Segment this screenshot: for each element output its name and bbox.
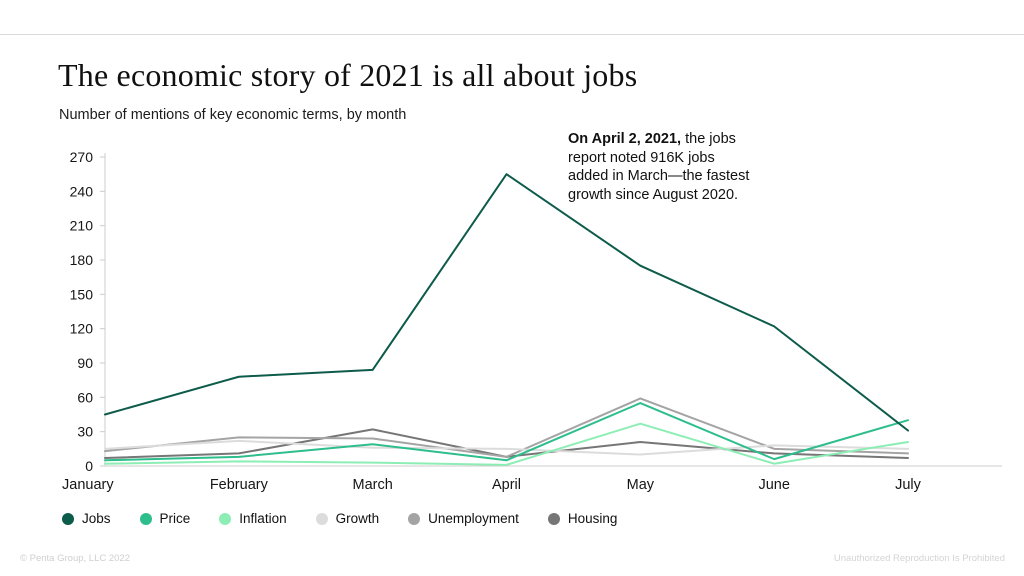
legend-label: Jobs	[82, 511, 111, 526]
annotation-bold: On April 2, 2021,	[568, 131, 682, 147]
series-line-price	[104, 402, 909, 462]
legend-item-unemployment: Unemployment	[408, 511, 519, 526]
legend-dot-icon	[219, 512, 232, 525]
y-tick-label: 60	[77, 389, 93, 405]
legend-item-housing: Housing	[547, 511, 618, 526]
legend-dot-icon	[62, 512, 74, 525]
legend-label: Price	[159, 511, 191, 526]
legend-label: Growth	[335, 511, 380, 526]
y-tick-label: 90	[77, 355, 93, 371]
y-tick-label: 0	[85, 458, 93, 474]
y-tick-label: 30	[77, 424, 93, 440]
y-tick-label: 240	[70, 183, 94, 199]
legend-dot-icon	[139, 512, 152, 525]
y-tick-label: 120	[70, 321, 94, 337]
x-tick-label: March	[353, 477, 393, 493]
footer-copyright: © Penta Group, LLC 2022	[20, 553, 130, 564]
chart-legend: Jobs Price Inflation Growth Unemployment Hous…	[62, 511, 617, 526]
series-line-jobs	[104, 173, 909, 432]
legend-item-price: Price	[139, 511, 191, 526]
page-subtitle: Number of mentions of key economic terms…	[59, 107, 407, 123]
y-tick-label: 270	[70, 149, 94, 165]
y-tick-label: 150	[70, 286, 94, 302]
x-tick-label: May	[627, 477, 655, 493]
x-tick-label: February	[210, 477, 269, 493]
x-tick-label: January	[62, 477, 114, 493]
series-line-unemployment	[104, 397, 909, 458]
x-tick-label: June	[758, 477, 789, 493]
legend-item-jobs: Jobs	[62, 511, 111, 526]
series-line-inflation	[104, 422, 909, 466]
chart-annotation: On April 2, 2021, the jobs report noted …	[568, 130, 754, 204]
legend-label: Inflation	[239, 511, 287, 526]
series-line-housing	[104, 428, 909, 459]
page-title: The economic story of 2021 is all about …	[58, 57, 638, 93]
series-line-growth	[104, 439, 909, 456]
y-tick-label: 210	[70, 218, 94, 234]
legend-item-growth: Growth	[315, 511, 380, 526]
legend-item-inflation: Inflation	[219, 511, 287, 526]
x-tick-label: July	[895, 477, 922, 493]
legend-label: Housing	[567, 511, 618, 526]
top-divider	[0, 34, 1024, 35]
legend-dot-icon	[547, 512, 560, 525]
legend-label: Unemployment	[428, 511, 519, 526]
y-tick-label: 180	[70, 252, 94, 268]
annotation-text: the jobs report noted 916K jobs added in…	[568, 131, 750, 203]
legend-dot-icon	[315, 512, 328, 525]
x-tick-label: April	[492, 477, 521, 493]
footer-notice: Unauthorized Reproduction Is Prohibited	[833, 553, 1005, 564]
legend-dot-icon	[408, 512, 421, 525]
